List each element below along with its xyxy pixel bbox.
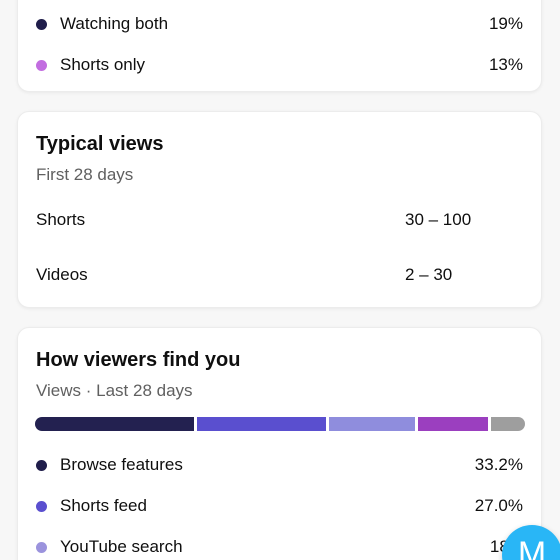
traffic-share-bar (35, 417, 525, 431)
avatar-letter: M (517, 535, 547, 560)
stat-value: 30 – 100 (405, 210, 472, 229)
traffic-bar-segment-1 (196, 417, 326, 431)
legend-value: 13% (488, 55, 523, 74)
card-title: How viewers find you (36, 349, 241, 371)
legend-item-watching-both: Watching both 19% (36, 12, 523, 36)
legend-item-shorts-only: Shorts only 13% (36, 53, 523, 77)
series-dot-icon (36, 541, 47, 553)
legend-label: Watching both (60, 14, 169, 33)
traffic-bar-segment-0 (35, 417, 194, 431)
traffic-sources-card[interactable]: How viewers find you Views · Last 28 day… (17, 327, 542, 560)
card-subtitle: Views · Last 28 days (36, 381, 193, 400)
stat-label: Shorts (36, 210, 86, 229)
legend-label: YouTube search (60, 537, 183, 556)
traffic-bar-segment-3 (418, 417, 488, 431)
card-title: Typical views (36, 133, 164, 155)
legend-value: 19% (488, 14, 523, 33)
audience-card: Watching both 19% Shorts only 13% (17, 0, 542, 92)
typical-views-card[interactable]: Typical views First 28 days Shorts 30 – … (17, 111, 542, 308)
legend-value: 33.2% (474, 455, 523, 474)
legend-item-browse-features: Browse features 33.2% (36, 453, 523, 477)
series-dot-icon (36, 59, 47, 71)
legend-label: Browse features (60, 455, 183, 474)
series-dot-icon (36, 459, 47, 471)
legend-value: 27.0% (474, 496, 523, 515)
legend-label: Shorts only (60, 55, 146, 74)
traffic-bar-segment-4 (490, 417, 525, 431)
stat-label: Videos (36, 265, 88, 284)
legend-label: Shorts feed (60, 496, 147, 515)
traffic-bar-segment-2 (328, 417, 416, 431)
legend-item-youtube-search: YouTube search 18.1 (36, 535, 523, 559)
legend-item-shorts-feed: Shorts feed 27.0% (36, 494, 523, 518)
series-dot-icon (36, 500, 47, 512)
series-dot-icon (36, 18, 47, 30)
stat-value: 2 – 30 (405, 265, 453, 284)
card-subtitle: First 28 days (36, 165, 134, 184)
